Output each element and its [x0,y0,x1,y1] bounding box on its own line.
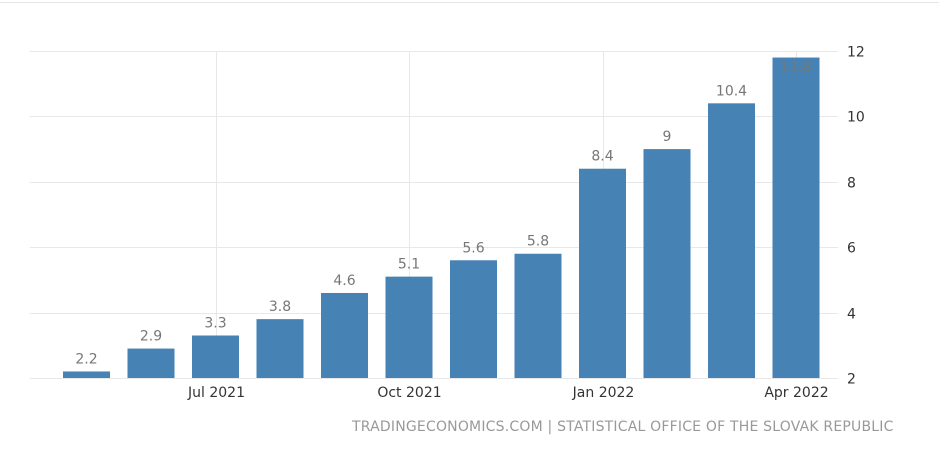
source-attribution: TRADINGECONOMICS.COM | STATISTICAL OFFIC… [352,419,894,435]
y-tick-label: 6 [847,241,856,257]
x-tick-label: Apr 2022 [764,385,828,401]
y-tick-label: 8 [847,176,856,192]
bar-value-label: 4.6 [333,273,355,289]
bar-value-label: 11.8 [780,60,811,76]
y-tick-label: 10 [847,110,865,126]
bar-value-label: 3.8 [269,299,291,315]
data-labels: 2.2 2.9 3.3 3.8 4.6 5.1 5.6 5.8 8.4 9 10.4 11.8 [75,60,811,368]
bar-value-label: 9 [663,129,672,145]
top-divider [0,2,939,3]
bar [385,276,433,378]
bar-value-label: 5.1 [398,257,420,273]
bar-value-label: 3.3 [204,315,226,331]
bar-value-label: 8.4 [591,149,613,165]
bar [321,292,368,378]
bar [127,348,175,378]
bar [708,103,755,378]
x-tick-label: Jul 2021 [187,385,245,401]
bar [579,168,626,378]
y-tick-label: 2 [847,372,856,388]
bar-value-label: 5.6 [462,240,484,256]
bar [643,149,691,378]
bar [450,260,497,378]
bar-value-label: 2.9 [140,329,162,345]
y-tick-label: 12 [847,45,865,61]
x-axis-ticks: Jul 2021 Oct 2021 Jan 2022 Apr 2022 [187,385,829,401]
bar [772,57,820,378]
bars [63,57,820,378]
x-tick-label: Oct 2021 [377,385,441,401]
bar-value-label: 5.8 [527,234,549,250]
bar [192,335,239,378]
bar [63,371,110,378]
bar [514,253,562,378]
x-tick-label: Jan 2022 [572,385,635,401]
y-axis-ticks: 2 4 6 8 10 12 [847,45,865,388]
y-tick-label: 4 [847,307,856,323]
bar [256,319,304,378]
bar-value-label: 2.2 [75,351,97,367]
bar-value-label: 10.4 [716,83,747,99]
